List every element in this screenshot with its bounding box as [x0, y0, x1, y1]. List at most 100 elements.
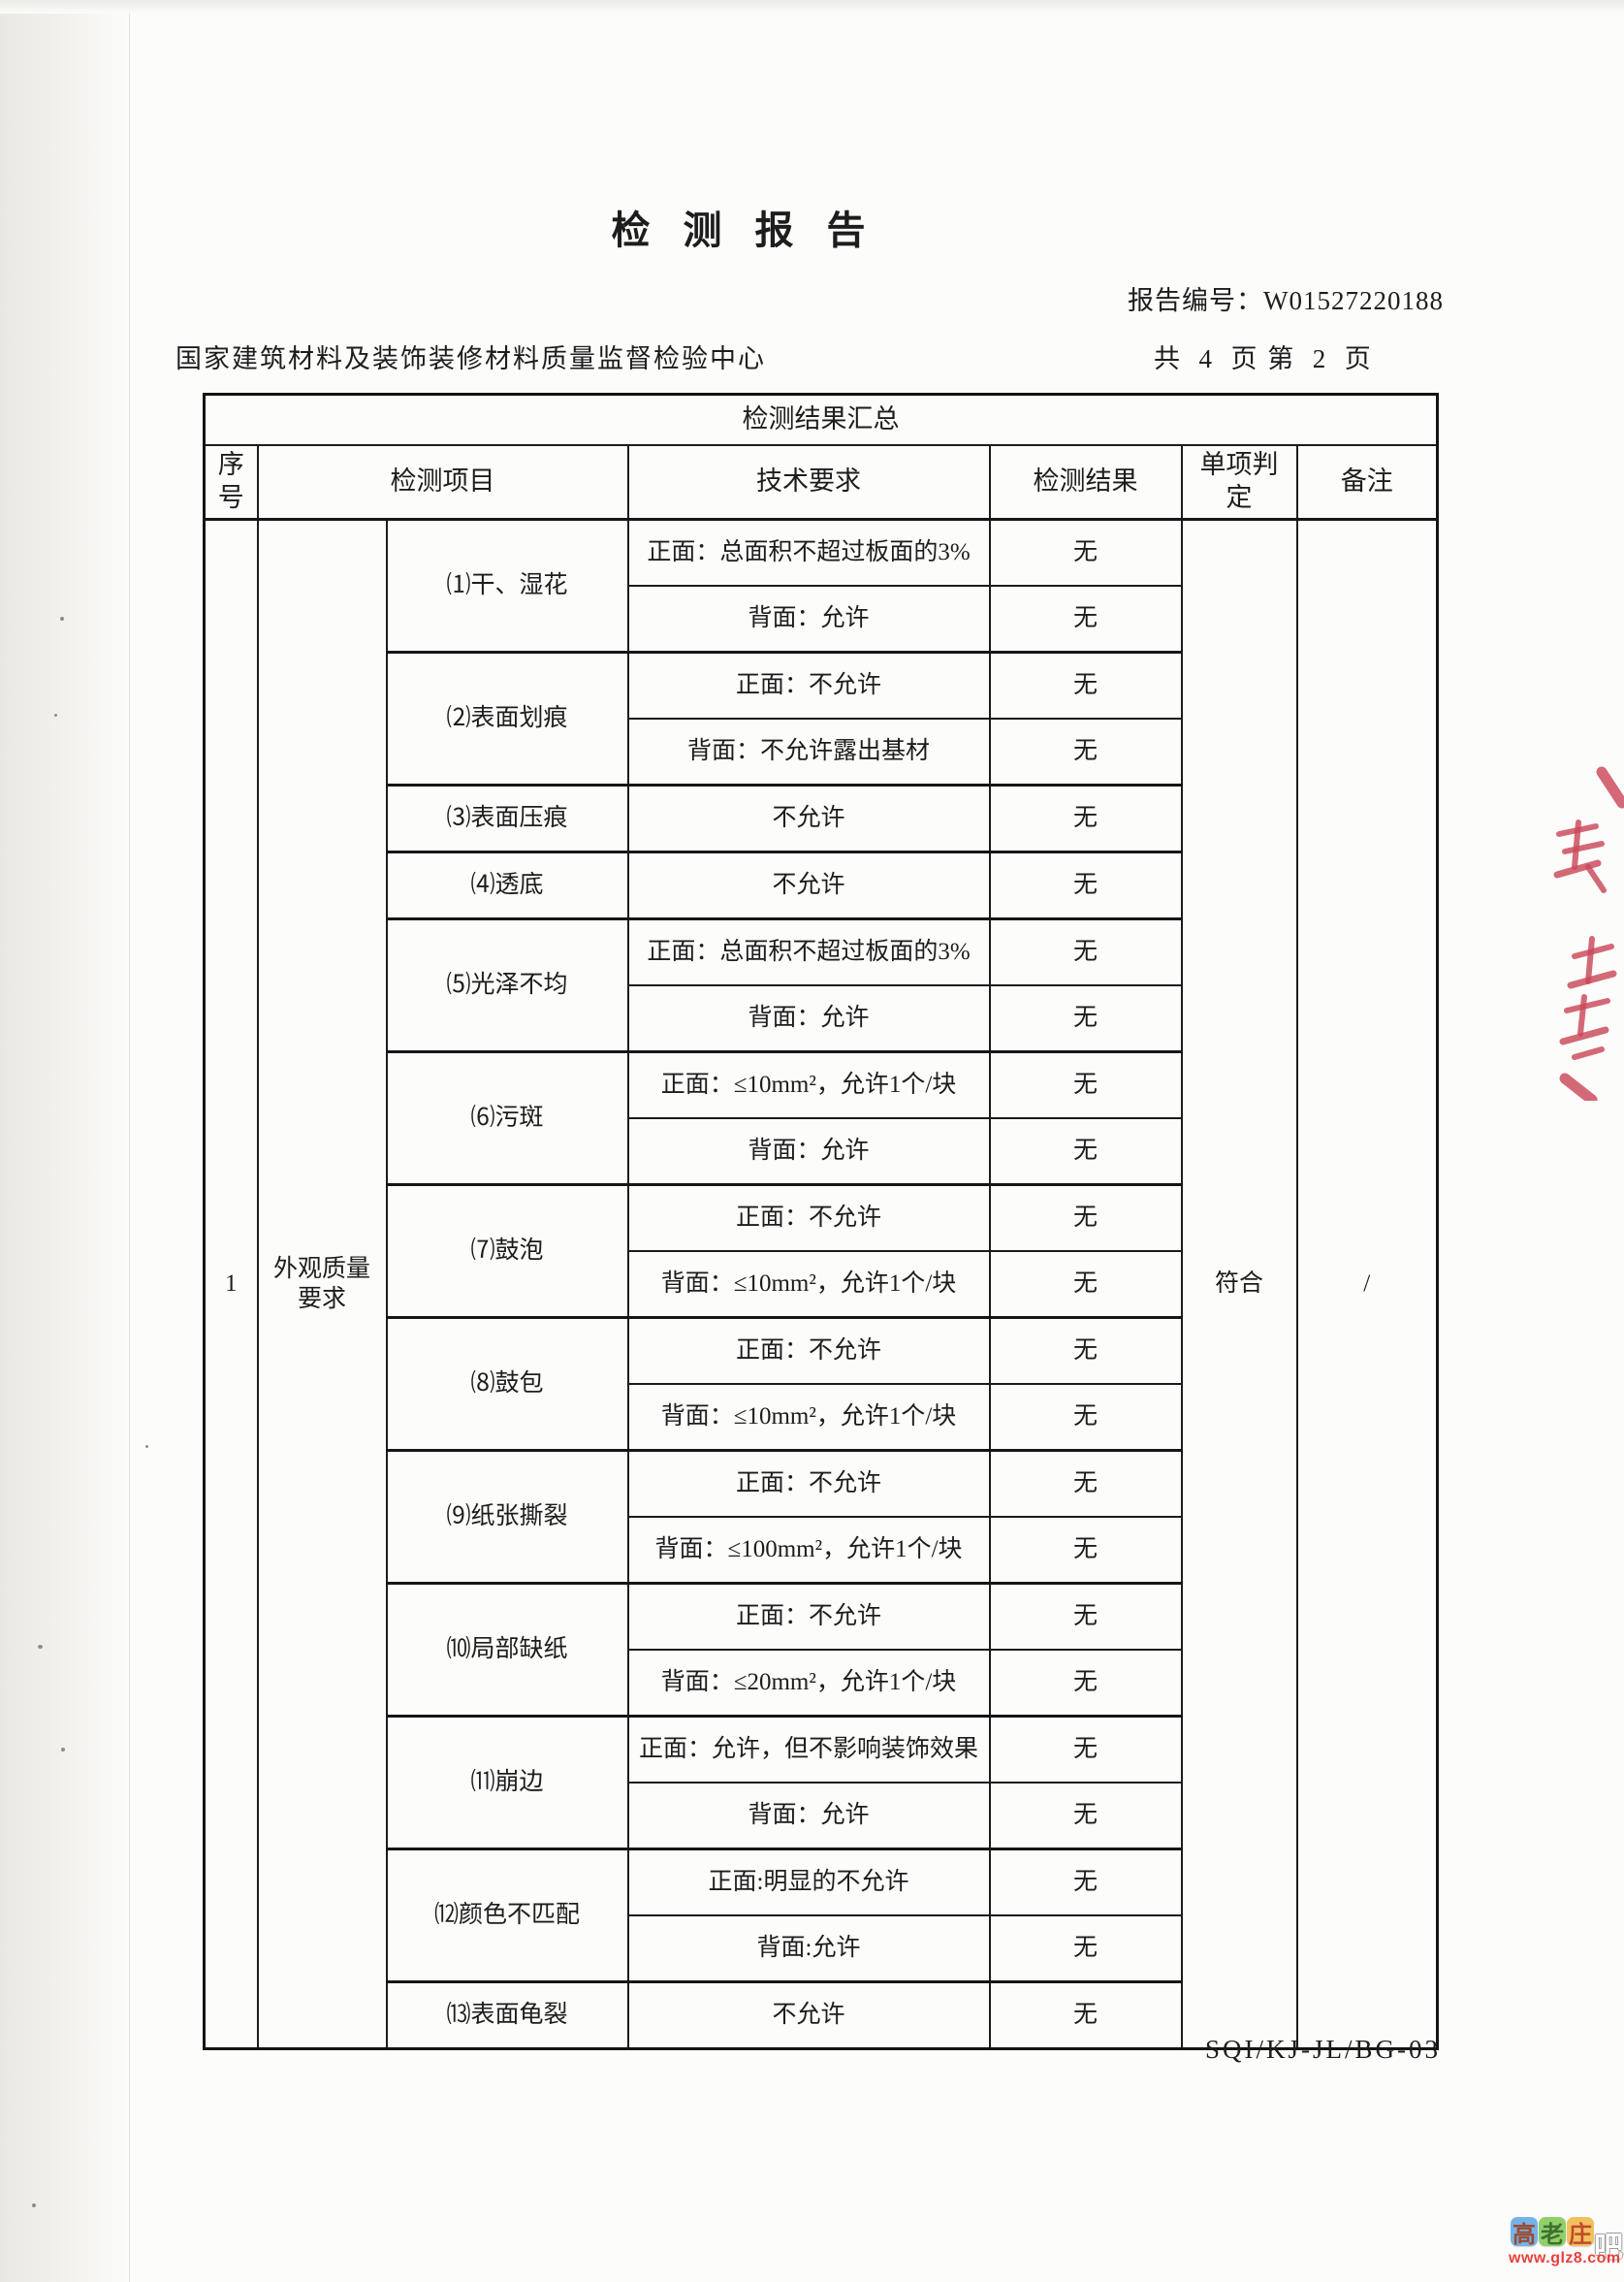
header-cell: 技术要求: [626, 444, 991, 521]
cell-remark: /: [1295, 518, 1439, 2050]
watermark-url: www.glz8.com: [1509, 2250, 1621, 2266]
cell-requirement: 不允许: [626, 851, 991, 920]
table-row: 1 外观质量要求 ⑴干、湿花 正面：总面积不超过板面的3% 无符合 /: [203, 518, 1439, 2050]
cell-result: 无: [988, 1250, 1183, 1319]
site-watermark: 高 老 庄 吧 www.glz8.com: [1509, 2213, 1624, 2282]
watermark-tile-1: 高: [1511, 2217, 1538, 2248]
watermark-char: 老: [1541, 2221, 1564, 2248]
table-row: 背面：允许无: [205, 585, 1438, 654]
header-cell: 检测项目: [256, 444, 629, 521]
table-row: 背面：≤10mm²，允许1个/块无: [205, 1250, 1438, 1319]
cell-requirement: 正面：允许，但不影响装饰效果: [626, 1715, 991, 1784]
cell-item-label: ⑹污斑: [385, 1050, 629, 1186]
cell-judgment: 符合: [1180, 518, 1298, 2050]
cell-requirement: 背面：≤20mm²，允许1个/块: [626, 1649, 991, 1718]
cell-item-label: ⑶表面压痕: [385, 784, 629, 853]
table-row: ⑺鼓泡 正面：不允许无: [205, 1183, 1438, 1319]
cell-result: 无: [988, 585, 1183, 654]
cell-requirement: 正面：不允许: [626, 651, 991, 720]
cell-requirement: 正面：≤10mm²，允许1个/块: [626, 1050, 991, 1119]
header-cell: 单项判定: [1180, 444, 1298, 521]
table-row: ⑹污斑 正面：≤10mm²，允许1个/块无: [205, 1050, 1438, 1186]
watermark-char: 庄: [1569, 2221, 1592, 2248]
results-table: 检测结果汇总 序号 检测项目 技术要求 检测结果 单项判定 备注 1 外观质量要求 ⑴干、湿花 正面…: [203, 393, 1440, 2050]
table-row: ⑶表面压痕 不允许无: [205, 784, 1438, 853]
page-count: 共 4 页 第 2 页: [1154, 344, 1373, 373]
document-title: 检 测 报 告: [611, 209, 877, 252]
scan-speck: [61, 1748, 65, 1752]
cell-requirement: 背面:允许: [626, 1914, 991, 1983]
table-row: ⑵表面划痕 正面：不允许无: [205, 651, 1438, 787]
header-cell: 备注: [1295, 444, 1439, 521]
table-row: 背面：不允许露出基材无: [205, 718, 1438, 787]
report-number: 报告编号：W01527220188: [1128, 286, 1444, 315]
table-row: ⑷透底 不允许无: [205, 851, 1438, 920]
cell-item-label: ⑼纸张撕裂: [385, 1449, 629, 1585]
results-table-body: 检测结果汇总 序号 检测项目 技术要求 检测结果 单项判定 备注 1 外观质量要求 ⑴干、湿花 正面…: [203, 393, 1439, 2050]
watermark-tile-3: 庄: [1567, 2217, 1594, 2248]
table-row: 背面：允许无: [205, 1782, 1438, 1850]
cell-item-label: ⑺鼓泡: [385, 1183, 629, 1319]
cell-item-label: ⑽局部缺纸: [385, 1582, 629, 1718]
table-row: 背面：允许无: [205, 1117, 1438, 1186]
cell-requirement: 正面：不允许: [626, 1582, 991, 1651]
cell-requirement: 背面：允许: [626, 585, 991, 654]
table-row: ⑻鼓包 正面：不允许无: [205, 1316, 1438, 1452]
cell-requirement: 正面：总面积不超过板面的3%: [626, 518, 991, 587]
cell-item-label: ⑸光泽不均: [385, 917, 629, 1053]
cell-result: 无: [988, 1050, 1183, 1119]
cell-requirement: 正面：不允许: [626, 1183, 991, 1252]
cell-result: 无: [988, 1449, 1183, 1518]
caption-row: 检测结果汇总: [203, 393, 1439, 446]
cell-category: 外观质量要求: [256, 518, 388, 2050]
scan-speck: [54, 714, 57, 717]
cell-item-label: ⑻鼓包: [385, 1316, 629, 1452]
cell-result: 无: [988, 851, 1183, 920]
cell-result: 无: [988, 1782, 1183, 1850]
scan-speck: [38, 1645, 43, 1649]
cell-requirement: 背面：允许: [626, 1782, 991, 1850]
cell-requirement: 背面：≤10mm²，允许1个/块: [626, 1383, 991, 1452]
cell-requirement: 正面：不允许: [626, 1316, 991, 1385]
cell-item-label: ⑾崩边: [385, 1715, 629, 1850]
cell-item-label: ⑴干、湿花: [385, 518, 629, 654]
watermark-char-ba: 吧: [1594, 2232, 1623, 2264]
cell-requirement: 背面：≤10mm²，允许1个/块: [626, 1250, 991, 1319]
table-row: 背面：≤10mm²，允许1个/块无: [205, 1383, 1438, 1452]
cell-result: 无: [988, 718, 1183, 787]
table-row: 背面：≤20mm²，允许1个/块无: [205, 1649, 1438, 1718]
cell-result: 无: [988, 518, 1183, 587]
organization-name: 国家建筑材料及装饰装修材料质量监督检验中心: [175, 344, 766, 373]
cell-item-label: ⑷透底: [385, 851, 629, 920]
table-caption: 检测结果汇总: [203, 393, 1439, 446]
cell-result: 无: [988, 1516, 1183, 1585]
cell-result: 无: [988, 984, 1183, 1053]
cell-item-label: ⒀表面龟裂: [385, 1980, 629, 2050]
cell-result: 无: [988, 917, 1183, 986]
cell-requirement: 不允许: [626, 784, 991, 853]
header-cell: 检测结果: [988, 444, 1183, 521]
cell-result: 无: [988, 1848, 1183, 1916]
form-code: SQI/KJ-JL/BG-03: [1205, 2035, 1442, 2064]
cell-result: 无: [988, 1117, 1183, 1186]
table-row: ⑸光泽不均 正面：总面积不超过板面的3% 无: [205, 917, 1438, 1053]
table-row: ⑿颜色不匹配 正面:明显的不允许无: [205, 1848, 1438, 1983]
scan-edge-shading: [0, 0, 130, 2282]
cell-result: 无: [988, 1383, 1183, 1452]
cell-requirement: 正面：不允许: [626, 1449, 991, 1518]
cell-requirement: 背面：≤100mm²，允许1个/块: [626, 1516, 991, 1585]
scan-speck: [32, 2203, 36, 2207]
cell-item-label: ⑿颜色不匹配: [385, 1848, 629, 1983]
cell-result: 无: [988, 1980, 1183, 2050]
cell-result: 无: [988, 1183, 1183, 1252]
cell-result: 无: [988, 784, 1183, 853]
cell-requirement: 正面:明显的不允许: [626, 1848, 991, 1916]
table-row: 背面:允许无: [205, 1914, 1438, 1983]
cell-requirement: 正面：总面积不超过板面的3%: [626, 917, 991, 986]
scan-speck: [145, 1445, 148, 1448]
cell-requirement: 不允许: [626, 1980, 991, 2050]
watermark-tile-2: 老: [1539, 2217, 1566, 2248]
header-row: 序号 检测项目 技术要求 检测结果 单项判定 备注: [203, 444, 1439, 521]
table-row: ⑼纸张撕裂 正面：不允许无: [205, 1449, 1438, 1585]
